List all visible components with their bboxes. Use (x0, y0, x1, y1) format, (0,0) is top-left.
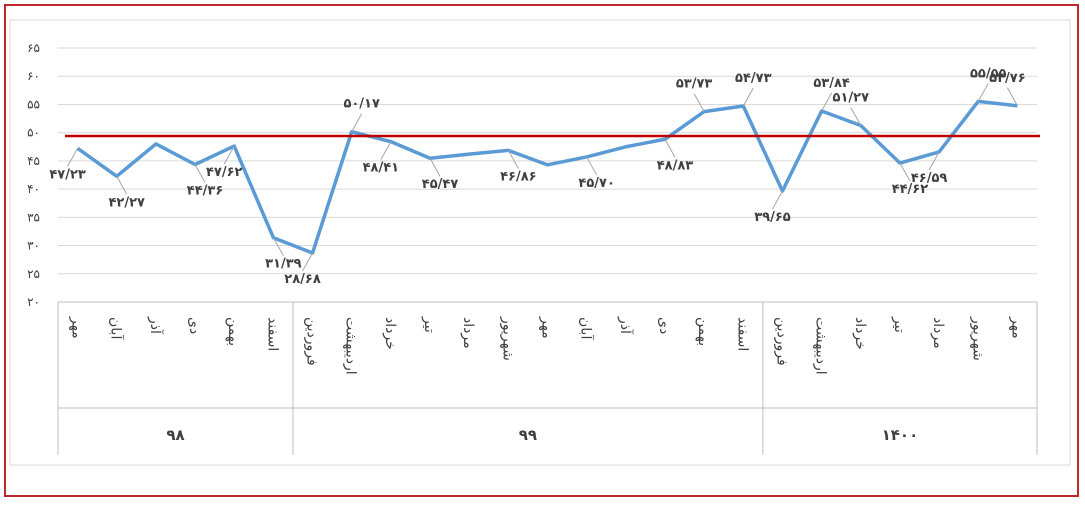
y-tick-label: ۳۰ (27, 239, 40, 253)
data-label: ۵۵/۵۵ (970, 66, 1007, 81)
data-label: ۴۴/۶۲ (892, 182, 929, 197)
x-tick-label: شهریور (969, 316, 985, 361)
leader-line (850, 107, 862, 126)
x-tick-label: اردیبهشت (813, 317, 829, 375)
data-label: ۴۷/۶۲ (206, 165, 243, 180)
x-tick-label: تیر (891, 316, 907, 333)
data-label: ۴۵/۴۷ (422, 177, 459, 192)
y-tick-label: ۳۵ (27, 210, 40, 224)
data-label: ۵۰/۱۷ (343, 97, 380, 112)
data-label: ۴۶/۵۹ (911, 171, 948, 186)
y-tick-label: ۴۰ (27, 182, 40, 196)
leader-line (742, 87, 754, 107)
data-label: ۵۳/۸۴ (813, 76, 850, 91)
x-tick-label: اسفند (734, 317, 750, 351)
leader-line (821, 92, 833, 112)
data-label: ۵۳/۷۳ (676, 77, 713, 92)
frame (4, 4, 1079, 497)
x-tick-label: آبان (578, 317, 595, 340)
group-label: ۹۹ (519, 426, 537, 444)
x-tick-label: شهریور (499, 316, 515, 361)
data-label: ۴۴/۳۶ (187, 184, 224, 199)
data-label: ۲۸/۶۸ (284, 272, 321, 287)
x-tick-label: آبان (108, 317, 125, 340)
x-tick-label: مرداد (930, 317, 946, 349)
leader-line (351, 113, 363, 132)
leader-line (664, 139, 676, 158)
x-tick-label: مرداد (460, 317, 476, 349)
x-tick-label: اسفند (264, 317, 280, 351)
data-label: ۴۵/۷۰ (578, 176, 615, 191)
y-tick-label: ۶۵ (27, 41, 40, 55)
x-tick-label: بهمن (695, 317, 711, 346)
x-tick-label: تیر (421, 316, 437, 333)
leader-line (977, 83, 989, 102)
leader-line (429, 157, 441, 177)
x-tick-label: فروردین (304, 317, 320, 366)
x-tick-label: فروردین (773, 317, 789, 366)
leader-line (899, 162, 911, 182)
data-label: ۴۶/۸۶ (500, 169, 537, 184)
y-tick-label: ۲۵ (27, 267, 40, 281)
y-tick-label: ۵۰ (27, 126, 40, 140)
leader-line (67, 148, 79, 167)
leader-line (507, 150, 519, 169)
leader-line (1006, 87, 1018, 107)
leader-line (693, 93, 705, 112)
x-tick-label: دی (656, 317, 672, 334)
x-tick-label: مهر (1008, 316, 1024, 339)
group-label: ۹۸ (166, 426, 184, 444)
x-tick-label: آذر (147, 316, 164, 335)
leader-line (116, 176, 128, 195)
x-tick-label: مهر (69, 316, 85, 339)
data-label: ۴۸/۸۳ (657, 158, 694, 173)
data-label: ۵۴/۷۳ (735, 71, 772, 86)
leader-line (380, 141, 392, 160)
data-label: ۵۱/۲۷ (833, 90, 870, 105)
group-label: ۱۴۰۰ (882, 426, 919, 444)
y-tick-label: ۶۰ (27, 69, 40, 83)
x-tick-label: مهر (539, 316, 555, 339)
y-tick-label: ۴۵ (27, 154, 40, 168)
y-tick-label: ۵۵ (27, 97, 40, 111)
leader-line (302, 252, 313, 272)
data-label: ۴۲/۲۷ (108, 195, 145, 210)
data-label: ۴۸/۴۱ (363, 161, 400, 176)
x-tick-label: خرداد (852, 317, 868, 350)
x-tick-label: دی (186, 317, 202, 334)
chart-border (9, 19, 1071, 466)
x-tick-label: بهمن (225, 317, 241, 346)
leader-line (194, 164, 206, 183)
leader-line (928, 151, 940, 171)
data-label: ۵۴/۷۶ (989, 71, 1026, 86)
leader-line (272, 237, 284, 256)
y-tick-label: ۲۰ (27, 295, 40, 309)
leader-line (223, 145, 235, 165)
data-label: ۳۱/۳۹ (265, 257, 302, 272)
leader-line (586, 156, 598, 176)
x-tick-label: آذر (617, 316, 634, 335)
data-label: ۳۹/۶۵ (754, 210, 791, 225)
x-tick-label: خرداد (382, 317, 398, 350)
leader-line (772, 190, 783, 210)
data-label: ۴۷/۲۳ (49, 167, 86, 182)
x-tick-label: اردیبهشت (343, 317, 359, 375)
